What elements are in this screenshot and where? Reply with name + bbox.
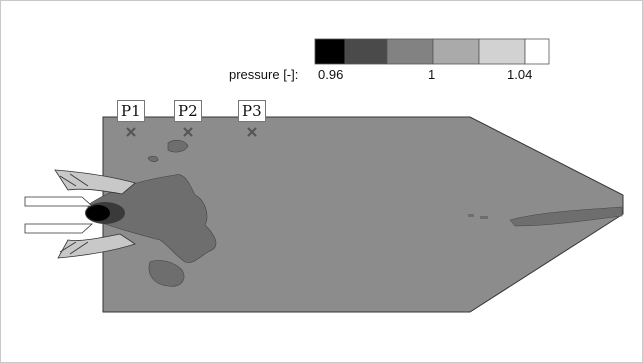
low-blob-small: [147, 155, 159, 163]
swirler-vane-lower: [59, 241, 89, 255]
wake-streak: [509, 206, 623, 227]
vortex-core: [85, 202, 125, 224]
colorbar-swatch-3: [386, 38, 434, 65]
low-blob-lower: [148, 260, 185, 287]
wake-dot-1: [468, 214, 474, 217]
wake-dot-2: [480, 216, 488, 219]
probe-label-p2: P2: [174, 100, 202, 122]
domain-outline: [102, 116, 624, 313]
colorbar-swatch-1: [314, 38, 346, 65]
colorbar: [314, 38, 550, 65]
low-blob-upper: [167, 139, 189, 153]
probe-label-p3: P3: [238, 100, 266, 122]
probe-marker-p2: [183, 127, 193, 137]
swirler-vane-upper: [59, 173, 89, 187]
probe-markers: [126, 127, 257, 137]
probe-marker-p1: [126, 127, 136, 137]
core-black: [86, 205, 110, 221]
inlet-upper: [24, 196, 94, 207]
inlet-lower: [24, 223, 94, 234]
colorbar-swatch-5: [478, 38, 526, 65]
colorbar-swatch-6: [524, 38, 550, 65]
burner-geometry: [24, 169, 136, 259]
legend-title: pressure [-]:: [229, 67, 299, 82]
swirler-upper: [54, 169, 136, 195]
legend-tick-high: 1.04: [507, 67, 533, 82]
colorbar-swatch-2: [344, 38, 388, 65]
swirler-lower: [57, 233, 136, 259]
colorbar-swatch-4: [432, 38, 480, 65]
combustor-domain: [102, 116, 624, 313]
low-pressure-region: [87, 139, 623, 287]
legend-tick-low: 0.96: [318, 67, 344, 82]
probe-marker-p3: [247, 127, 257, 137]
flame-cone: [87, 174, 217, 263]
probe-label-p1: P1: [117, 100, 145, 122]
legend-tick-mid: 1: [428, 67, 436, 82]
